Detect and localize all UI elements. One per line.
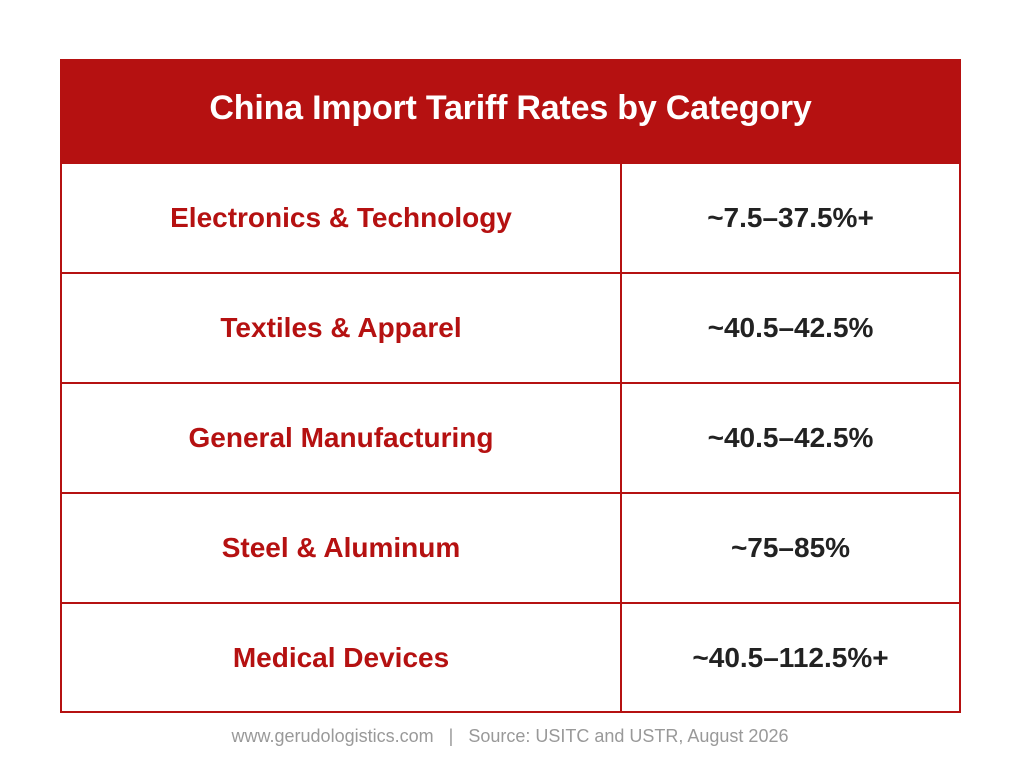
footer-separator: |	[448, 726, 454, 746]
rate-cell: ~40.5–42.5%	[707, 422, 874, 453]
category-cell: Electronics & Technology	[62, 164, 622, 272]
footer-website: www.gerudologistics.com	[231, 726, 434, 746]
rate-cell: ~75–85%	[730, 532, 851, 563]
rate-cell: ~40.5–42.5%	[707, 312, 874, 343]
table-row: General Manufacturing ~40.5–42.5%	[62, 384, 959, 494]
footer-source: Source: USITC and USTR, August 2026	[468, 726, 789, 746]
tariff-table: China Import Tariff Rates by Category El…	[60, 59, 961, 713]
footer: www.gerudologistics.com | Source: USITC …	[0, 726, 1020, 747]
table-row: Electronics & Technology ~7.5–37.5%+	[62, 164, 959, 274]
category-cell: Medical Devices	[62, 604, 622, 711]
table-title: China Import Tariff Rates by Category	[209, 89, 812, 127]
rate-cell: ~7.5–37.5%+	[707, 202, 874, 233]
rate-cell: ~40.5–112.5%+	[692, 641, 889, 673]
table-header: China Import Tariff Rates by Category	[62, 61, 959, 164]
table-body: Electronics & Technology ~7.5–37.5%+ Tex…	[62, 164, 959, 711]
category-cell: Textiles & Apparel	[62, 274, 622, 382]
table-row: Medical Devices ~40.5–112.5%+	[62, 604, 959, 711]
table-row: Steel & Aluminum ~75–85%	[62, 494, 959, 604]
category-cell: General Manufacturing	[62, 384, 622, 492]
table-row: Textiles & Apparel ~40.5–42.5%	[62, 274, 959, 384]
category-cell: Steel & Aluminum	[62, 494, 622, 602]
